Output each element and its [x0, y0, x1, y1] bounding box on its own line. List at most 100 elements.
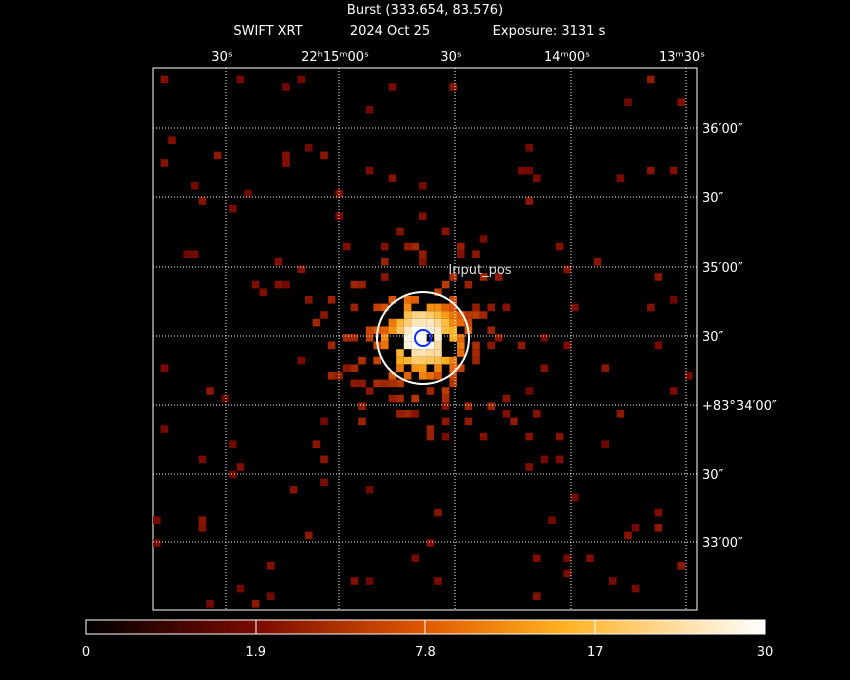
colorbar-tick-label: 30	[757, 645, 774, 660]
pixel	[388, 318, 397, 327]
pixel	[419, 318, 427, 327]
ra-label: 30ˢ	[211, 50, 233, 65]
pixel	[472, 356, 480, 365]
annotation: Input_pos	[448, 263, 511, 278]
pixel	[396, 410, 404, 418]
pixel	[487, 326, 495, 334]
pixel	[388, 83, 397, 91]
pixel	[403, 303, 412, 312]
pixel	[403, 311, 412, 319]
pixel	[206, 387, 214, 395]
pixel	[396, 318, 404, 327]
pixel	[457, 364, 465, 372]
pixel	[350, 364, 359, 372]
pixel	[381, 242, 389, 251]
pixel	[411, 356, 419, 365]
pixel	[533, 554, 541, 562]
pixel	[457, 349, 465, 357]
pixel	[479, 432, 488, 441]
pixel	[411, 296, 419, 304]
pixel	[487, 341, 495, 350]
pixel	[487, 303, 495, 312]
pixel	[593, 258, 602, 266]
pixel	[571, 303, 579, 312]
pixel	[160, 159, 169, 167]
pixel	[160, 75, 169, 84]
pixel	[434, 508, 442, 517]
pixel	[563, 554, 571, 562]
pixel	[563, 341, 571, 350]
source-region	[376, 291, 470, 385]
pixel	[251, 600, 260, 608]
coordinate-grid	[153, 68, 697, 610]
pixel	[540, 455, 549, 464]
pixel	[419, 250, 427, 258]
pixel	[327, 296, 336, 304]
colorbar-tick-label: 1.9	[245, 645, 266, 660]
pixel	[297, 356, 305, 365]
pixel	[540, 334, 549, 342]
pixel	[168, 136, 176, 144]
pixel	[517, 166, 526, 175]
pixel	[358, 402, 366, 410]
pixel	[259, 288, 267, 296]
pixel	[616, 174, 625, 182]
pixel	[434, 341, 442, 350]
pixel	[236, 584, 245, 593]
pixel	[654, 524, 663, 532]
pixel	[685, 372, 693, 380]
pixel	[502, 394, 511, 403]
pixel	[358, 379, 366, 388]
pixel	[426, 326, 435, 334]
pixel	[495, 273, 503, 281]
pixel	[373, 379, 381, 388]
pixel	[396, 349, 404, 357]
pixel	[403, 410, 412, 418]
pixel	[403, 356, 412, 365]
pixel	[365, 387, 374, 395]
pixel	[464, 318, 473, 327]
pixel	[563, 569, 571, 578]
pixel	[419, 356, 427, 365]
pixel	[282, 159, 290, 167]
pixel	[327, 372, 336, 380]
pixel	[555, 432, 564, 441]
pixel	[365, 486, 374, 494]
pixel	[419, 258, 427, 266]
pixel	[373, 303, 381, 312]
colorbar-tick-label: 0	[82, 645, 90, 660]
ra-label: 30ˢ	[440, 50, 462, 65]
pixel	[464, 417, 473, 426]
pixel	[624, 98, 632, 106]
pixel	[388, 326, 397, 334]
pixel	[525, 387, 533, 395]
pixel	[320, 151, 328, 160]
pixel	[396, 394, 404, 403]
pixel	[191, 182, 199, 190]
pixel	[381, 303, 389, 312]
pixel	[411, 311, 419, 319]
pixel	[396, 356, 404, 365]
pixel	[571, 493, 579, 502]
pixel	[305, 531, 313, 540]
pixel	[434, 577, 442, 585]
pixel	[472, 311, 480, 319]
pixel	[441, 303, 450, 312]
pixel	[381, 341, 389, 350]
pixel	[457, 341, 465, 350]
pixel	[441, 387, 450, 395]
pixel	[449, 379, 457, 388]
pixel	[289, 486, 298, 494]
pixel	[654, 273, 663, 281]
pixel	[441, 318, 450, 327]
pixel	[350, 280, 359, 289]
pixel	[183, 250, 191, 258]
pixel	[305, 144, 313, 152]
pixel	[343, 334, 351, 342]
pixel	[669, 387, 678, 395]
dec-label: 36′00″	[702, 122, 743, 137]
pixel	[320, 478, 328, 486]
pixel	[274, 280, 283, 289]
pixel	[267, 592, 275, 600]
pixel	[616, 410, 625, 418]
